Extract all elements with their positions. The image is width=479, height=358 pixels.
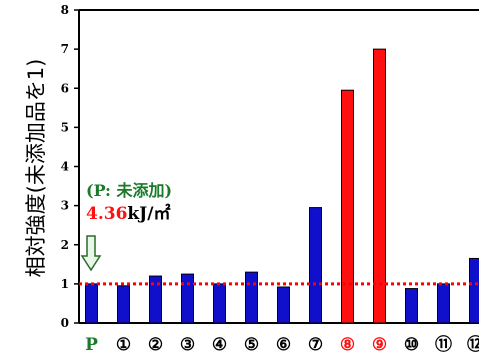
y-axis-label: 相対強度(未添加品を1) — [24, 59, 48, 278]
y-tick-label: 1 — [61, 277, 69, 291]
y-tick-label: 6 — [61, 81, 69, 95]
x-tick-label: ① — [116, 335, 131, 355]
y-tick-label: 0 — [61, 316, 69, 330]
bar — [277, 286, 290, 324]
annotation-number: 4.36 — [86, 204, 127, 224]
bar — [181, 273, 194, 324]
bar — [309, 207, 322, 324]
y-ticks: 0 1 2 3 4 5 6 7 8 — [61, 3, 79, 330]
x-tick-label: ⑫ — [467, 334, 479, 355]
y-tick-label: 5 — [61, 120, 69, 134]
annotation-value: 4.36kJ/㎡ — [86, 203, 170, 224]
y-tick-label: 8 — [61, 3, 69, 17]
bar — [245, 271, 258, 324]
bar — [437, 283, 450, 324]
y-tick-label: 2 — [61, 238, 69, 252]
x-tick-label: ③ — [180, 335, 195, 355]
x-tick-label: ⑩ — [404, 335, 419, 355]
bars — [85, 48, 479, 324]
x-tick-label: ⑨ — [372, 335, 387, 355]
x-tick-label: ⑤ — [244, 335, 259, 355]
x-tick-label: ④ — [212, 335, 227, 355]
x-tick-label: P — [85, 335, 98, 355]
bar — [469, 257, 479, 324]
y-tick-label: 3 — [61, 199, 69, 213]
bar — [213, 283, 226, 324]
x-tick-label: ⑥ — [276, 335, 291, 355]
bar — [149, 275, 162, 324]
bar — [85, 283, 98, 324]
x-tick-label: ⑧ — [340, 335, 355, 355]
bar — [117, 285, 130, 324]
annotation-label: (P: 未添加) — [86, 181, 172, 200]
y-tick-label: 7 — [61, 42, 69, 56]
x-tick-label: ⑦ — [308, 335, 323, 355]
bar — [341, 89, 354, 324]
y-tick-label: 4 — [61, 160, 69, 174]
x-tick-label: ② — [148, 335, 163, 355]
down-arrow-icon — [80, 235, 102, 272]
bar — [405, 288, 418, 324]
bar — [373, 48, 386, 324]
x-tick-label: ⑪ — [435, 334, 452, 355]
annotation-unit: kJ/㎡ — [127, 203, 170, 224]
